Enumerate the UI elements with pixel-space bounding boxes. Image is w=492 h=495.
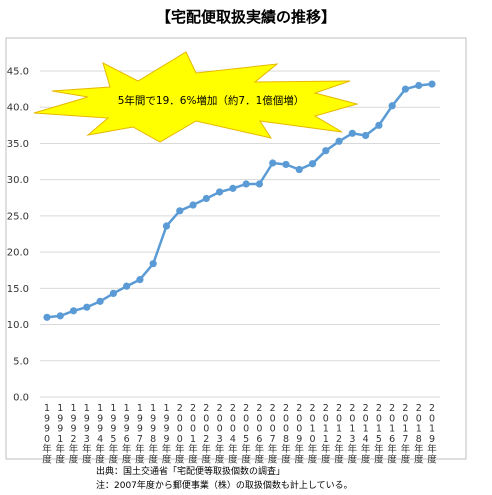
data-point [109, 289, 117, 298]
data-point [308, 160, 317, 168]
source-note: 出典：国土交通省「宅配便等取扱個数の調査」 [96, 467, 286, 477]
data-point [43, 313, 51, 321]
data-point [348, 129, 356, 137]
x-tick-label: 2 0 1 4 年度 [361, 403, 371, 466]
x-tick-label: 1 9 9 2 年度 [69, 403, 79, 466]
data-point [388, 102, 396, 110]
y-tick-label: 20.0 [7, 248, 29, 259]
x-tick-label: 2 0 0 2 年度 [202, 403, 212, 466]
data-series [43, 80, 436, 321]
data-point [83, 303, 91, 311]
data-point [269, 159, 277, 167]
x-tick-label: 1 9 9 8 年度 [148, 403, 158, 466]
data-point [282, 160, 290, 169]
data-point [189, 201, 197, 209]
data-point [162, 222, 171, 230]
data-point [255, 180, 264, 188]
annotation-callout: 5年間で19．6%増加（約7．1億個増） [33, 51, 359, 143]
y-tick-label: 35.0 [7, 139, 29, 150]
data-point [202, 194, 210, 203]
x-tick-label: 2 0 1 1 年度 [321, 403, 331, 466]
data-point [149, 260, 157, 268]
footnote: 注：2007年度から郵便事業（株）の取扱個数も計上している。 [96, 481, 353, 491]
x-tick-label: 1 9 9 0 年度 [42, 403, 52, 466]
x-tick-label: 1 9 9 4 年度 [95, 403, 105, 466]
y-tick-label: 0.0 [13, 393, 29, 404]
x-tick-label: 2 0 1 9 年度 [427, 403, 437, 466]
x-tick-label: 2 0 0 9 年度 [294, 403, 304, 466]
chart-title: 【宅配便取扱実績の推移】 [155, 8, 336, 26]
data-point [229, 184, 237, 192]
data-point [375, 121, 383, 129]
x-tick-label: 2 0 0 8 年度 [281, 403, 291, 466]
y-axis-ticks: 0.0 5.0 10.0 15.0 20.0 25.0 30.0 35.0 40.0 45.0 [7, 67, 29, 404]
data-point [56, 312, 64, 320]
data-point [362, 131, 370, 140]
y-tick-label: 10.0 [7, 320, 29, 331]
y-tick-label: 40.0 [7, 103, 29, 114]
y-tick-label: 45.0 [7, 67, 29, 78]
x-tick-label: 2 0 0 0 年度 [175, 403, 185, 466]
x-tick-label: 2 0 1 7 年度 [401, 403, 411, 466]
data-point [215, 188, 224, 196]
x-tick-label: 2 0 0 3 年度 [215, 403, 225, 466]
x-tick-label: 1 9 9 6 年度 [122, 403, 132, 466]
x-tick-label: 2 0 1 3 年度 [348, 403, 358, 466]
x-tick-label: 1 9 9 7 年度 [135, 403, 145, 466]
data-point [123, 282, 131, 290]
data-point [335, 137, 343, 145]
x-tick-label: 2 0 1 8 年度 [414, 403, 424, 466]
data-point [322, 147, 330, 155]
data-point [428, 80, 436, 88]
data-point [96, 297, 104, 305]
y-tick-label: 15.0 [7, 284, 29, 295]
x-tick-label: 1 9 9 5 年度 [109, 403, 119, 466]
y-tick-label: 5.0 [13, 356, 29, 367]
x-tick-label: 2 0 1 5 年度 [374, 403, 384, 466]
data-point [242, 180, 250, 188]
x-tick-label: 2 0 0 5 年度 [241, 403, 251, 466]
y-tick-label: 25.0 [7, 211, 29, 222]
x-tick-label: 2 0 1 2 年度 [334, 403, 344, 466]
x-tick-label: 2 0 1 0 年度 [308, 403, 318, 466]
x-tick-label: 1 9 9 9 年度 [162, 403, 172, 466]
starburst-callout [33, 51, 359, 143]
data-point [136, 276, 144, 284]
callout-text: 5年間で19．6%増加（約7．1億個増） [118, 94, 305, 107]
x-tick-label: 2 0 0 6 年度 [255, 403, 265, 466]
x-tick-label: 2 0 0 1 年度 [188, 403, 198, 466]
data-point [295, 165, 303, 174]
y-tick-label: 30.0 [7, 175, 29, 186]
data-point [69, 307, 78, 315]
plot-frame [5, 37, 467, 460]
data-point [415, 81, 423, 90]
x-tick-label: 1 9 9 1 年度 [56, 403, 66, 466]
data-point [176, 207, 184, 215]
x-axis-ticks: 1 9 9 0 年度 1 9 9 1 年度1 9 9 2 年度1 9 9 3 年度1 9 9 4 年度 1 9 9 5 年度1 9 9 6… [42, 403, 437, 466]
x-tick-label: 2 0 0 4 年度 [228, 403, 238, 466]
data-point [401, 85, 410, 93]
x-tick-label: 1 9 9 3 年度 [82, 403, 92, 466]
x-tick-label: 2 0 0 7 年度 [268, 403, 278, 466]
x-tick-label: 2 0 1 6 年度 [387, 403, 397, 466]
